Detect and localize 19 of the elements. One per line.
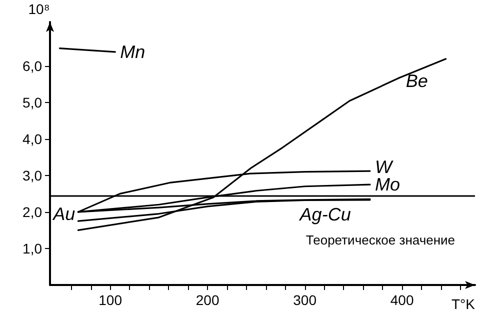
x-tick-label: 300 bbox=[293, 292, 317, 308]
x-tick-label: 100 bbox=[98, 292, 122, 308]
ref-line-label: Теоретическое значение bbox=[306, 232, 455, 248]
y-tick-label: 4,0 bbox=[22, 130, 42, 147]
series-label: Mn bbox=[120, 42, 146, 62]
series-label: Be bbox=[406, 70, 428, 91]
series-label: Ag-Cu bbox=[298, 204, 351, 224]
y-axis-title: 10⁸ bbox=[28, 1, 50, 17]
y-tick-label: 3,0 bbox=[22, 167, 42, 184]
y-tick-label: 5,0 bbox=[22, 94, 42, 110]
y-tick-label: 6,0 bbox=[22, 58, 42, 74]
y-tick-label: 1,0 bbox=[22, 240, 42, 256]
y-tick-label: 2,0 bbox=[22, 204, 42, 220]
series-label: Mo bbox=[374, 174, 400, 195]
series-label: Au bbox=[52, 204, 76, 224]
series-label: W bbox=[374, 157, 394, 178]
x-axis-title: T°K bbox=[452, 296, 476, 312]
x-tick-label: 400 bbox=[390, 292, 414, 308]
x-tick-label: 200 bbox=[196, 292, 220, 308]
